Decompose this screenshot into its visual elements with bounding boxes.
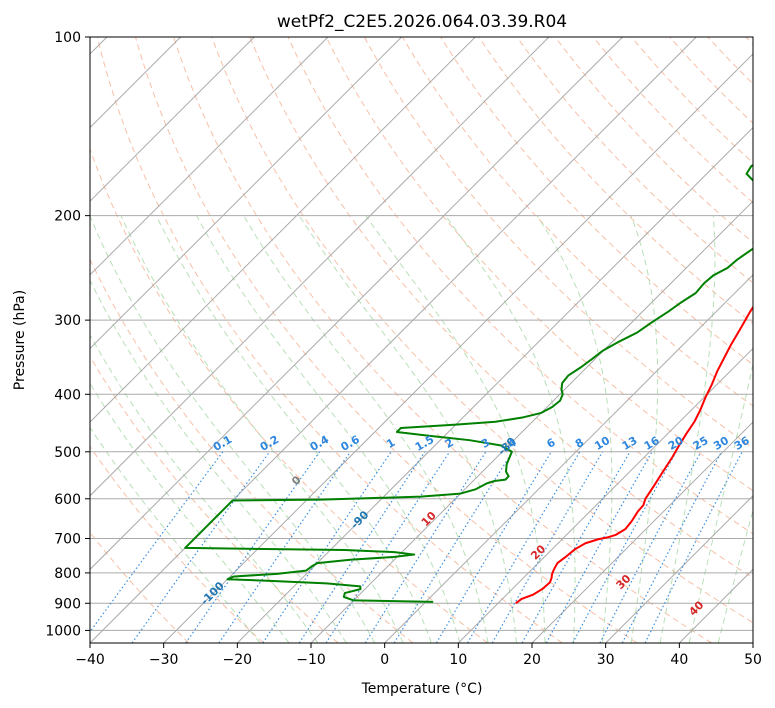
mixing-ratio-line	[364, 451, 487, 643]
x-tick-label: −10	[296, 652, 326, 668]
x-axis-label: Temperature (°C)	[361, 681, 483, 697]
axes-layer: −40 −30 −20 −10 0 10 20 30 40 50 100 200 300 400 500 60…	[45, 30, 762, 668]
isotherm-line	[236, 126, 753, 643]
moist-adiabat	[90, 279, 347, 643]
dry-adiabat	[249, 37, 753, 579]
x-tick-label: 50	[744, 652, 762, 668]
isotherm-line	[90, 37, 476, 423]
isotherm-line	[384, 274, 753, 643]
moist-adiabat	[90, 426, 261, 643]
mixing-ratio-line	[572, 451, 677, 643]
y-tick-label: 300	[54, 313, 81, 329]
isotherm-line	[90, 37, 550, 497]
dry-adiabat	[592, 37, 753, 204]
dry-adiabat	[631, 37, 753, 164]
moist-adiabat	[196, 215, 461, 643]
y-tick-label: 400	[54, 387, 81, 403]
x-tick-label: 10	[449, 652, 467, 668]
y-tick-label: 700	[54, 532, 81, 548]
moist-adiabat	[120, 215, 404, 643]
y-tick-label: 900	[54, 596, 81, 612]
mixing-ratio-line	[466, 451, 581, 643]
dry-adiabat	[211, 37, 753, 624]
dry-adiabat	[516, 37, 753, 284]
y-tick-label: 500	[54, 445, 81, 461]
chart-title: wetPf2_C2E5.2026.064.03.39.R04	[277, 12, 567, 32]
moist-adiabat	[365, 215, 546, 643]
x-tick-label: 40	[670, 652, 688, 668]
y-tick-label: 800	[54, 566, 81, 582]
mixing-ratio-line	[393, 451, 513, 643]
dry-adiabat	[402, 37, 753, 407]
x-tick-label: 30	[597, 652, 615, 668]
y-tick-label: 600	[54, 492, 81, 508]
moist-adiabat	[155, 215, 432, 643]
mixing-ratio-line	[521, 451, 631, 643]
mixing-ratio-line	[218, 451, 351, 643]
isotherm-line	[605, 495, 753, 643]
x-tick-label: 20	[523, 652, 541, 668]
plot-frame	[89, 36, 754, 644]
x-tick-label: 0	[380, 652, 389, 668]
x-tick-label: −30	[149, 652, 179, 668]
isotherm-line	[163, 53, 753, 643]
isotherm-line	[90, 37, 255, 202]
isotherm-line	[90, 37, 623, 571]
plot-area: -100-90-800.1 0.2 0.4 0.6 1 1.5 2 3 4 6 8 10 13 16 20 2…	[90, 37, 753, 643]
isotherm-line	[90, 37, 329, 276]
dry-adiabat	[478, 37, 753, 325]
moist-adiabat	[630, 215, 659, 643]
dry-adiabat	[90, 445, 264, 643]
moist-adiabat	[90, 215, 376, 643]
dry-adiabat	[96, 37, 563, 643]
temperature-profile	[515, 305, 753, 605]
dry-adiabat	[134, 37, 638, 643]
x-tick-label: −20	[223, 652, 253, 668]
moist-adiabat	[90, 334, 319, 643]
y-tick-label: 200	[54, 209, 81, 225]
y-axis-label: Pressure (hPa)	[12, 290, 28, 390]
isotherm-line	[90, 37, 402, 350]
mixing-ratio-line	[491, 451, 604, 643]
x-tick-label: −40	[75, 652, 105, 668]
mixing-ratio-line	[185, 451, 321, 643]
isotherm-line	[457, 347, 753, 643]
mixing-ratio-line	[545, 451, 653, 643]
moist-adiabat	[659, 215, 716, 643]
isotherm-line	[310, 200, 753, 643]
mixing-ratio-line	[435, 451, 552, 643]
moist-adiabat	[445, 215, 576, 643]
moist-adiabat	[90, 382, 290, 643]
dry-adiabat	[173, 37, 712, 643]
mixing-ratio-line	[131, 451, 271, 643]
dewpoint-profile	[184, 164, 753, 603]
dry-adiabat	[325, 37, 753, 492]
mixing-ratio-line	[325, 451, 451, 643]
isotherm-line	[531, 421, 753, 643]
y-tick-label: 1000	[45, 623, 81, 639]
dry-adiabat	[90, 258, 414, 643]
y-tick-label: 100	[54, 30, 81, 46]
